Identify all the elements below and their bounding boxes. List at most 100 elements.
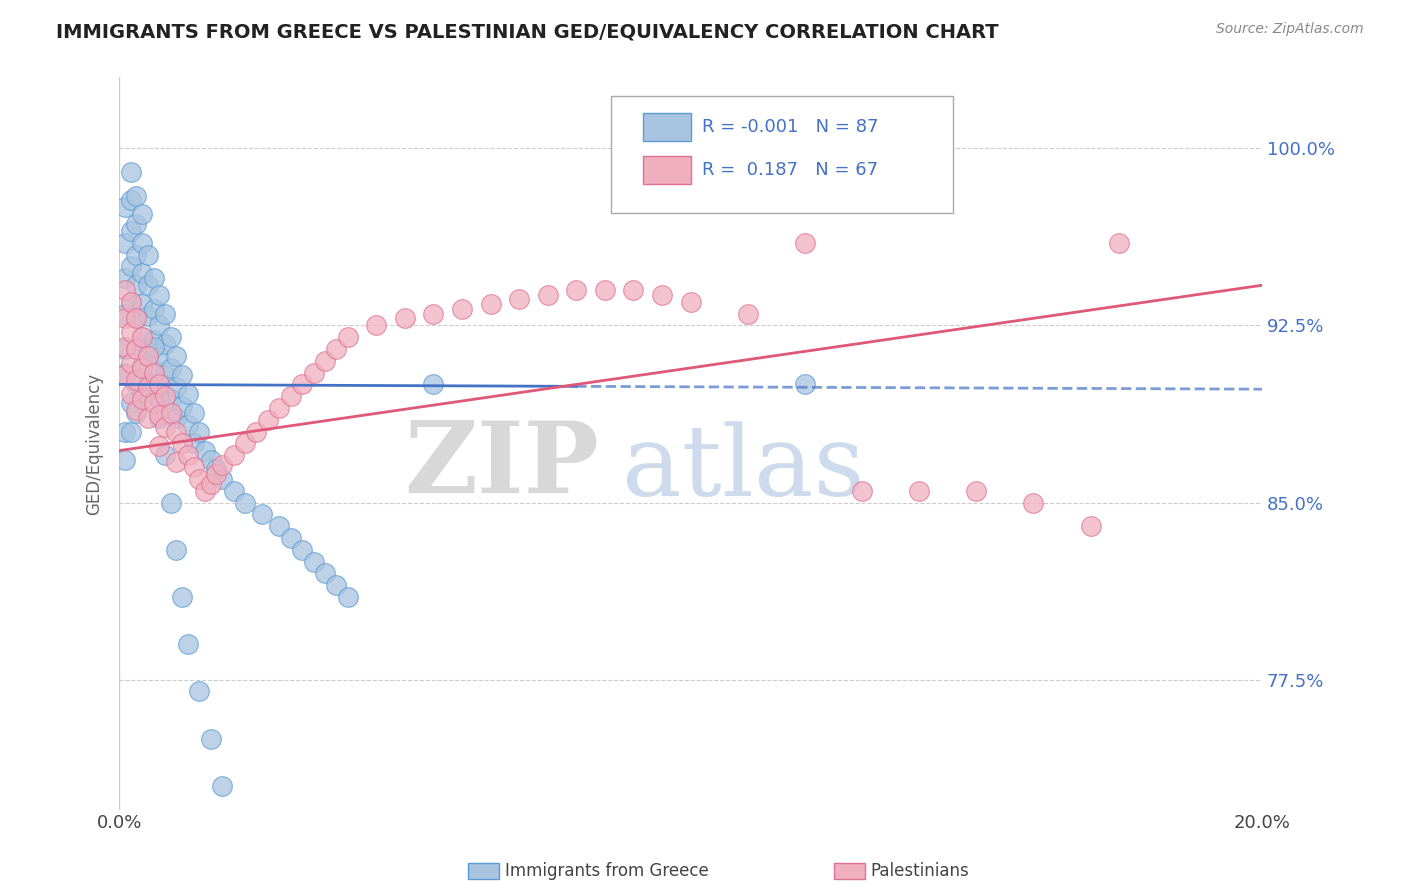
Point <box>183 436 205 450</box>
Point <box>851 483 873 498</box>
Point <box>125 406 148 420</box>
Point <box>336 330 359 344</box>
Point <box>153 420 176 434</box>
Point <box>142 333 165 347</box>
Point <box>142 396 165 410</box>
Point <box>142 363 165 377</box>
Point <box>159 392 181 406</box>
Point <box>280 531 302 545</box>
Point <box>172 368 194 382</box>
Point <box>142 366 165 380</box>
Point <box>651 287 673 301</box>
Point <box>114 425 136 439</box>
Point <box>565 283 588 297</box>
Point <box>114 340 136 354</box>
Point <box>366 318 388 333</box>
Point <box>148 410 170 425</box>
Text: ZIP: ZIP <box>405 417 599 514</box>
Point <box>1108 235 1130 250</box>
Point <box>205 462 228 476</box>
Point <box>125 342 148 356</box>
Point <box>131 267 153 281</box>
Point <box>148 318 170 333</box>
Point <box>205 467 228 482</box>
Point <box>120 387 142 401</box>
Point <box>120 396 142 410</box>
Point <box>172 436 194 450</box>
Point <box>188 684 211 698</box>
FancyBboxPatch shape <box>610 95 953 213</box>
Point <box>200 731 222 746</box>
Text: Immigrants from Greece: Immigrants from Greece <box>505 862 709 880</box>
Point <box>153 448 176 462</box>
Point <box>136 349 159 363</box>
Point <box>245 425 267 439</box>
Point <box>114 453 136 467</box>
Point <box>302 555 325 569</box>
Point <box>136 309 159 323</box>
Point <box>165 349 187 363</box>
Text: R =  0.187   N = 67: R = 0.187 N = 67 <box>702 161 879 178</box>
Point <box>114 307 136 321</box>
Point <box>177 448 200 462</box>
Point <box>131 297 153 311</box>
Point <box>120 165 142 179</box>
Point <box>125 403 148 417</box>
Point <box>211 779 233 793</box>
Point <box>200 476 222 491</box>
Point <box>291 542 314 557</box>
Point <box>114 368 136 382</box>
Point <box>422 307 444 321</box>
Point <box>269 401 291 415</box>
Point <box>131 330 153 344</box>
Point <box>148 380 170 394</box>
Point <box>120 425 142 439</box>
Point <box>120 356 142 370</box>
Point <box>250 508 273 522</box>
Point <box>114 342 136 356</box>
Point <box>142 340 165 354</box>
Point <box>131 387 153 401</box>
Point <box>120 193 142 207</box>
Point <box>153 389 176 403</box>
Point <box>172 590 194 604</box>
Point <box>148 408 170 422</box>
Text: IMMIGRANTS FROM GREECE VS PALESTINIAN GED/EQUIVALENCY CORRELATION CHART: IMMIGRANTS FROM GREECE VS PALESTINIAN GE… <box>56 22 998 41</box>
Point <box>269 519 291 533</box>
Point <box>136 278 159 293</box>
Point <box>131 392 153 406</box>
Point <box>200 453 222 467</box>
Point <box>114 311 136 326</box>
Point <box>131 330 153 344</box>
Point <box>1022 495 1045 509</box>
Point <box>131 235 153 250</box>
Point <box>148 377 170 392</box>
Text: R = -0.001   N = 87: R = -0.001 N = 87 <box>702 119 879 136</box>
Point <box>1080 519 1102 533</box>
Point <box>125 311 148 326</box>
Point <box>194 443 217 458</box>
Point <box>120 326 142 340</box>
Point <box>125 373 148 387</box>
Point <box>165 380 187 394</box>
Point <box>153 337 176 351</box>
Y-axis label: GED/Equivalency: GED/Equivalency <box>86 373 103 515</box>
Point <box>256 413 278 427</box>
Point <box>165 425 187 439</box>
Point <box>394 311 416 326</box>
Point <box>314 566 336 581</box>
Point <box>165 410 187 425</box>
Point <box>291 377 314 392</box>
Point <box>120 294 142 309</box>
Point <box>159 330 181 344</box>
Point <box>165 542 187 557</box>
Text: Palestinians: Palestinians <box>870 862 969 880</box>
Point <box>125 278 148 293</box>
Point <box>325 578 347 592</box>
Point <box>623 283 645 297</box>
Bar <box>643 156 690 184</box>
Point <box>965 483 987 498</box>
Point <box>125 217 148 231</box>
Point <box>131 207 153 221</box>
Point <box>194 483 217 498</box>
